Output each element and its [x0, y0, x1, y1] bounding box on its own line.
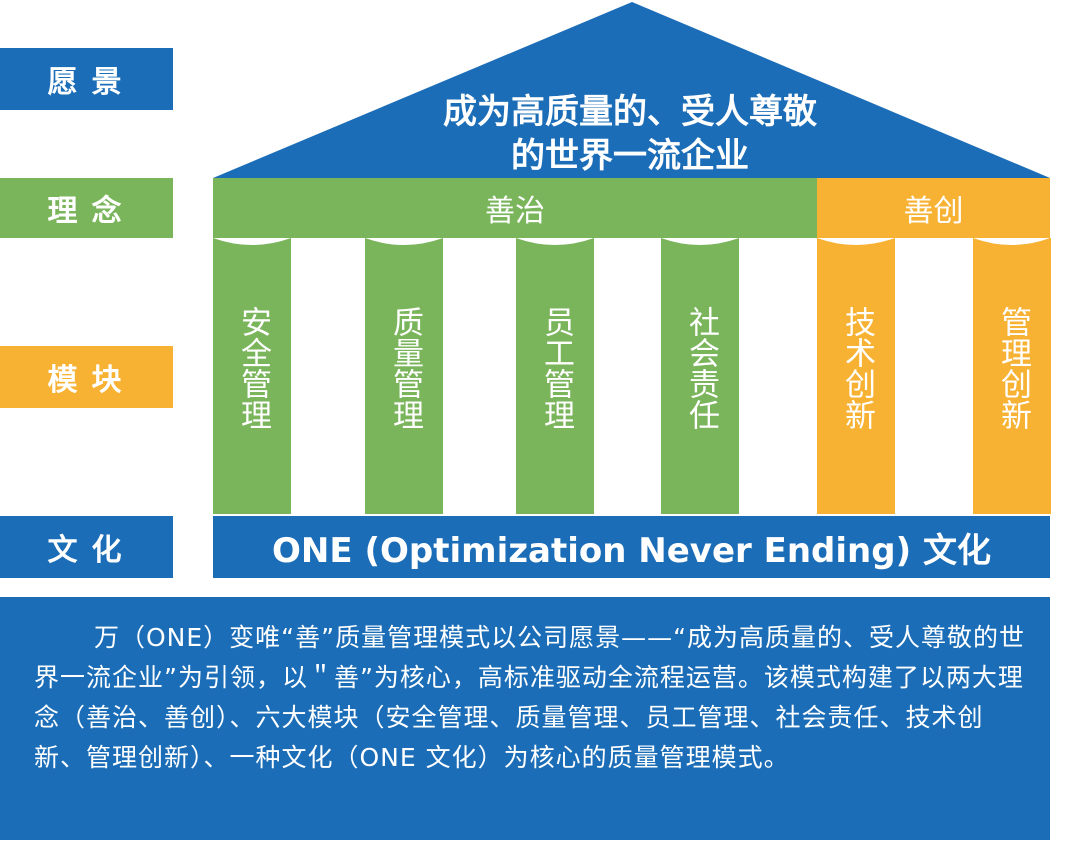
description-box	[0, 597, 1050, 840]
pillar-quality-label: 质量管理	[387, 306, 423, 430]
pillar-safety: 安全管理	[213, 238, 291, 514]
philosophy-tab: 理念	[0, 178, 173, 238]
pillar-management-innovation: 管理创新	[973, 238, 1051, 514]
vision-tab-label: 愿景	[47, 65, 136, 100]
governance-label: 善治	[485, 194, 545, 229]
vision-tab: 愿景	[0, 48, 173, 110]
modules-tab-label: 模块	[47, 363, 136, 398]
pillar-social: 社会责任	[661, 238, 739, 514]
pillar-social-label: 社会责任	[683, 306, 719, 430]
pillar-safety-label: 安全管理	[235, 306, 271, 430]
description-text: 万（ONE）变唯“善”质量管理模式以公司愿景——“成为高质量的、受人尊敬的世界一…	[34, 623, 1026, 772]
pillar-tech-innovation: 技术创新	[817, 238, 895, 514]
governance-bar	[213, 178, 817, 238]
culture-tab-label: 文化	[47, 533, 136, 568]
roof-triangle	[213, 2, 1050, 178]
culture-bar	[213, 516, 1050, 578]
vision-line-2: 的世界一流企业	[511, 136, 749, 176]
pillar-staff-label: 员工管理	[538, 306, 574, 430]
vision-line-1: 成为高质量的、受人尊敬	[443, 92, 817, 132]
pillar-management-innovation-label: 管理创新	[995, 306, 1031, 430]
culture-tab: 文化	[0, 516, 173, 578]
innovation-label: 善创	[903, 194, 964, 229]
innovation-bar	[817, 178, 1050, 238]
pillar-capitals	[213, 238, 1050, 245]
philosophy-tab-label: 理念	[47, 194, 136, 229]
pillar-quality: 质量管理	[365, 238, 443, 514]
culture-bar-label: ONE (Optimization Never Ending) 文化	[272, 530, 991, 571]
pillar-staff: 员工管理	[516, 238, 594, 514]
modules-tab: 模块	[0, 346, 173, 408]
pillar-tech-innovation-label: 技术创新	[839, 306, 875, 430]
